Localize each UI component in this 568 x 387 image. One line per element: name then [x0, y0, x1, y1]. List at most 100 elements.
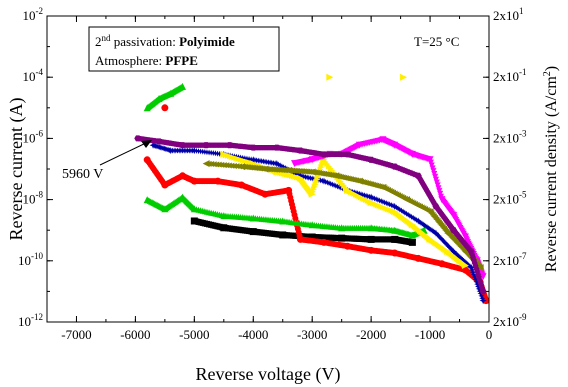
data-point: [435, 232, 442, 239]
y-tick-label-right: 2x10-9: [493, 312, 527, 329]
data-point: [381, 199, 388, 206]
data-point: [448, 245, 455, 252]
data-point: [450, 248, 458, 256]
data-point: [469, 266, 476, 273]
data-point: [405, 211, 412, 218]
data-point: [459, 256, 466, 263]
data-point: [327, 180, 334, 187]
data-point: [393, 204, 400, 211]
data-point: [460, 257, 467, 264]
data-point: [324, 179, 331, 186]
data-point: [414, 217, 422, 225]
data-point: [434, 231, 441, 238]
data-point: [275, 161, 282, 168]
data-point: [456, 254, 463, 261]
data-point: [332, 182, 339, 189]
x-tick-label: -1000: [415, 327, 445, 342]
data-point: [406, 212, 413, 219]
x-tick-label: 0: [486, 327, 493, 342]
data-point: [444, 242, 451, 249]
y-axis-right-title: Reverse current density (A/cm2): [542, 66, 560, 272]
data-point: [329, 181, 336, 188]
data-point: [239, 154, 246, 161]
data-point: [419, 220, 426, 227]
data-point: [424, 224, 431, 231]
y-tick-label-right: 2x10-7: [493, 251, 527, 268]
data-point: [237, 154, 244, 161]
data-point: [334, 183, 341, 190]
data-point: [336, 184, 343, 191]
data-point: [241, 155, 248, 162]
data-point: [384, 200, 391, 207]
data-point: [401, 209, 408, 216]
data-point: [408, 238, 416, 246]
y-axis-left-title: Reverse current (A): [6, 98, 27, 241]
series-2: [143, 82, 428, 239]
data-point: [470, 271, 477, 278]
y-tick-label-left: 10-10: [18, 251, 43, 268]
data-point: [243, 155, 250, 162]
data-point: [367, 193, 375, 201]
data-point: [471, 274, 478, 281]
data-point: [479, 297, 487, 305]
data-point: [386, 201, 393, 208]
y-tick-label-left: 10-6: [23, 128, 44, 145]
x-tick-label: -5000: [179, 327, 209, 342]
data-point: [383, 200, 390, 207]
data-point: [403, 210, 410, 217]
data-point: [439, 236, 446, 243]
annotation-5960v: 5960 V: [62, 140, 152, 182]
x-tick-label: -2000: [356, 327, 386, 342]
data-point: [462, 258, 469, 265]
data-point: [467, 263, 474, 270]
data-point: [326, 180, 333, 187]
series-6: [202, 160, 484, 272]
data-point: [292, 170, 299, 177]
data-point: [400, 73, 408, 81]
data-point: [320, 177, 328, 185]
data-point: [451, 249, 458, 256]
data-point: [295, 171, 302, 178]
data-point: [413, 216, 420, 223]
data-point: [432, 229, 440, 237]
data-point: [449, 247, 456, 254]
series-0: [190, 217, 416, 246]
data-point: [391, 202, 399, 210]
data-point: [477, 290, 484, 297]
data-point: [416, 218, 423, 225]
data-point: [378, 198, 385, 205]
data-point: [446, 244, 453, 251]
y-tick-label-left: 10-12: [18, 312, 43, 329]
data-point: [369, 194, 376, 201]
series-3: [149, 141, 487, 305]
ticks-layer: -7000 -6000 -5000 -4000 -3000 -2000 -1000 0 10-1…: [18, 6, 527, 342]
data-point: [473, 278, 480, 285]
data-point: [400, 208, 407, 215]
data-point: [455, 253, 462, 260]
data-point: [426, 225, 433, 232]
data-point: [246, 156, 253, 163]
data-point: [379, 198, 386, 205]
data-point: [371, 195, 378, 202]
data-point: [331, 182, 338, 189]
data-point: [479, 273, 487, 281]
data-point: [475, 285, 482, 292]
data-point: [294, 171, 301, 178]
data-point: [425, 224, 432, 231]
data-point: [278, 163, 285, 170]
data-point: [475, 283, 482, 290]
data-point: [337, 184, 344, 191]
data-point: [421, 222, 428, 229]
data-point: [454, 252, 461, 259]
data-point: [458, 255, 465, 262]
data-point: [410, 214, 417, 221]
data-point: [235, 154, 242, 161]
data-point: [474, 281, 481, 288]
x-tick-label: -7000: [61, 327, 91, 342]
data-point: [322, 178, 329, 185]
data-point: [441, 239, 448, 246]
legend-line-atmosphere: Atmosphere: PFPE: [95, 53, 198, 68]
data-point: [277, 162, 284, 169]
data-point: [478, 292, 485, 299]
data-point: [427, 226, 434, 233]
